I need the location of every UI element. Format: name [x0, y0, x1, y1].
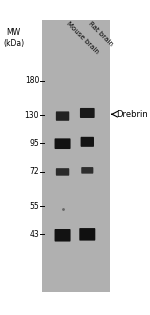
- Text: 55: 55: [29, 202, 39, 211]
- Text: MW: MW: [7, 27, 21, 37]
- FancyBboxPatch shape: [55, 138, 70, 149]
- FancyBboxPatch shape: [55, 229, 70, 242]
- Text: 130: 130: [25, 111, 39, 120]
- Text: 95: 95: [29, 139, 39, 148]
- FancyBboxPatch shape: [81, 137, 94, 147]
- FancyBboxPatch shape: [81, 167, 93, 174]
- FancyBboxPatch shape: [56, 112, 69, 121]
- Text: 72: 72: [30, 167, 39, 176]
- FancyBboxPatch shape: [79, 228, 95, 241]
- Bar: [42, 20, 110, 292]
- FancyBboxPatch shape: [80, 108, 95, 118]
- Text: Mouse brain: Mouse brain: [65, 20, 100, 54]
- Text: 180: 180: [25, 76, 39, 85]
- Text: (kDa): (kDa): [3, 38, 24, 48]
- FancyBboxPatch shape: [56, 168, 69, 176]
- Text: 43: 43: [29, 230, 39, 239]
- Text: Drebrin: Drebrin: [116, 110, 148, 119]
- Text: Rat brain: Rat brain: [87, 20, 114, 47]
